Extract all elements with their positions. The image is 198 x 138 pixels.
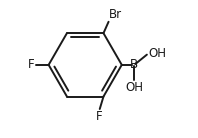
Text: B: B [130,58,138,71]
Text: Br: Br [109,8,122,21]
Text: OH: OH [148,47,166,60]
Text: F: F [28,58,35,71]
Text: F: F [96,110,103,123]
Text: OH: OH [125,81,143,94]
